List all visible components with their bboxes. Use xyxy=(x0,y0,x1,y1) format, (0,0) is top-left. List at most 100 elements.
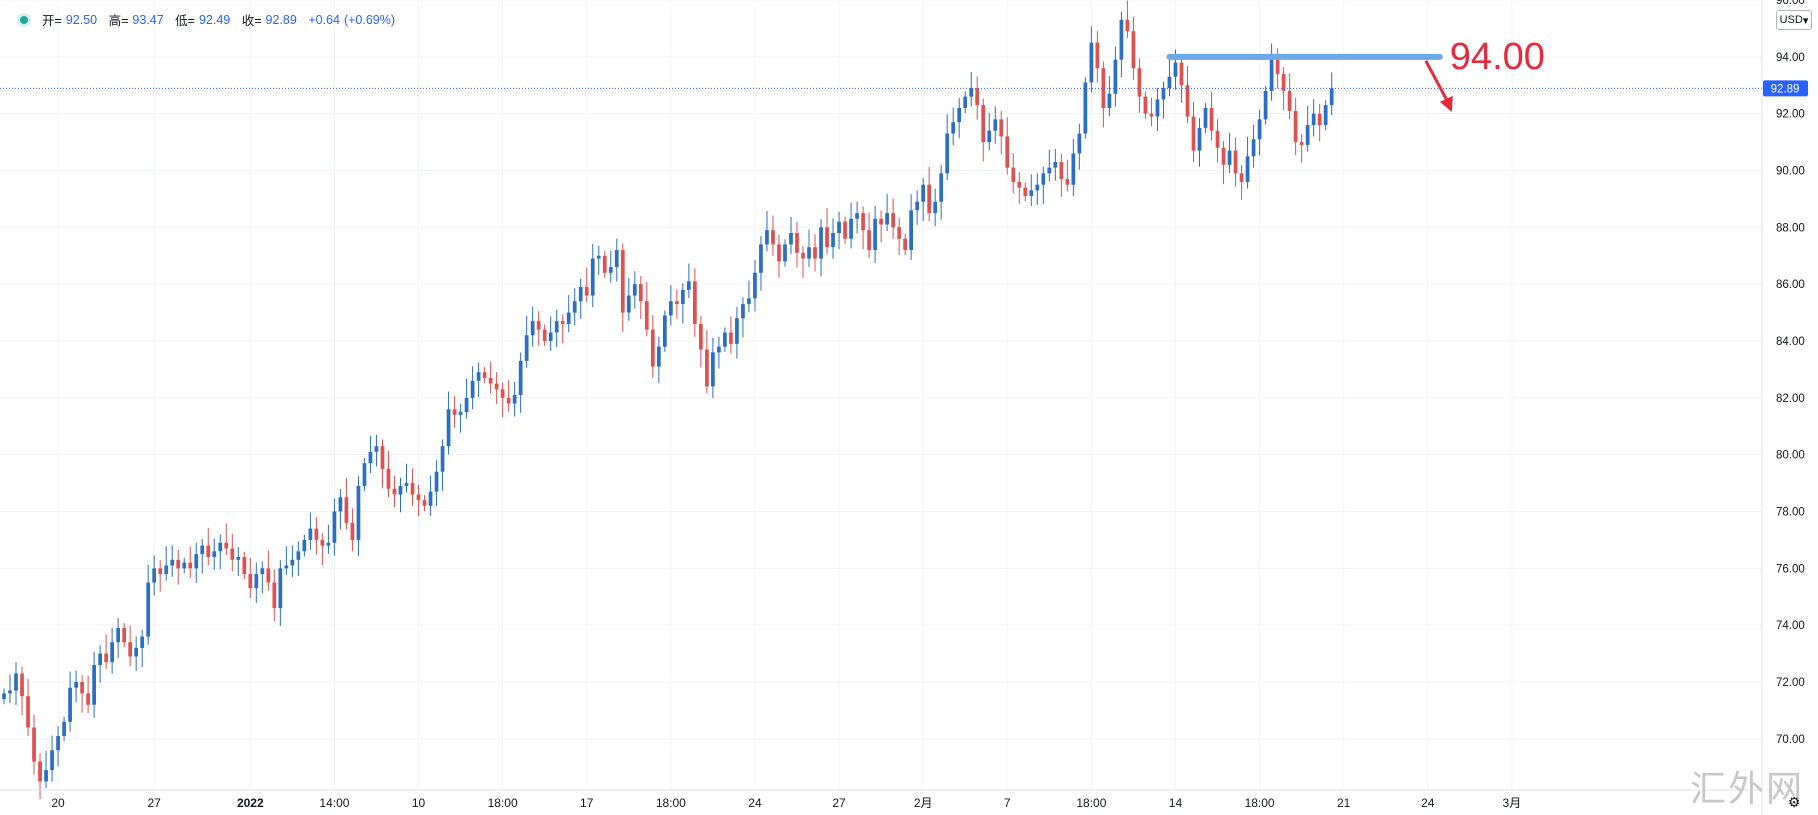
candle-body xyxy=(987,130,992,143)
candle-body xyxy=(1323,105,1328,126)
candle-body xyxy=(819,227,823,259)
y-tick-label: 94.00 xyxy=(1776,52,1805,64)
x-tick-label: 7 xyxy=(1004,796,1011,810)
candle-body xyxy=(26,696,30,728)
candle-body xyxy=(1161,88,1166,100)
y-tick-label: 92.00 xyxy=(1776,109,1805,121)
candle-body xyxy=(140,636,145,648)
candle-body xyxy=(224,542,229,549)
candle-body xyxy=(524,335,529,361)
candle-body xyxy=(1227,150,1232,165)
candle-body xyxy=(542,329,547,342)
candle-body xyxy=(128,642,133,657)
candle-body xyxy=(1149,113,1154,117)
current-price-badge xyxy=(1763,80,1808,97)
candle-body xyxy=(572,301,577,313)
candle-body xyxy=(825,227,829,248)
candle-body xyxy=(416,494,421,501)
candle-body xyxy=(254,574,259,589)
candle-body xyxy=(951,122,956,134)
gear-icon[interactable]: ⚙ xyxy=(1787,794,1801,810)
candle-body xyxy=(536,321,541,330)
x-tick-label: 17 xyxy=(580,796,594,810)
candle-body xyxy=(771,230,775,245)
y-tick-label: 96.00 xyxy=(1776,0,1805,7)
candle-body xyxy=(939,173,944,202)
candle-body xyxy=(452,409,457,415)
x-tick-label: 2月 xyxy=(914,796,933,810)
candle-body xyxy=(260,568,265,575)
candle-body xyxy=(1215,130,1220,148)
candle-body xyxy=(723,332,727,347)
candle-body xyxy=(1317,113,1322,126)
candle-body xyxy=(861,213,865,231)
candle-body xyxy=(314,528,319,540)
candle-body xyxy=(86,693,90,705)
candle-body xyxy=(500,389,505,398)
x-tick-label: 18:00 xyxy=(1245,796,1275,810)
candle-body xyxy=(284,565,289,569)
x-tick-label: 21 xyxy=(1337,796,1351,810)
x-tick-label: 24 xyxy=(1421,796,1435,810)
candle-body xyxy=(1011,167,1016,182)
high-label: 高= xyxy=(108,14,129,28)
candle-body xyxy=(735,318,739,344)
candle-body xyxy=(1155,99,1160,117)
candle-body xyxy=(32,727,36,762)
candle-body xyxy=(458,412,463,415)
currency-label: USD xyxy=(1779,14,1803,26)
candle-body xyxy=(230,548,235,560)
candle-body xyxy=(506,397,511,404)
candle-body xyxy=(1203,107,1208,128)
candle-body xyxy=(795,233,799,253)
candle-body xyxy=(1131,31,1136,69)
candle-body xyxy=(656,346,661,367)
candle-body xyxy=(999,119,1004,137)
candle-body xyxy=(578,287,583,302)
candle-body xyxy=(290,559,295,566)
candle-body xyxy=(482,372,487,378)
x-tick-label: 18:00 xyxy=(1076,796,1106,810)
x-tick-label: 18:00 xyxy=(488,796,518,810)
candle-body xyxy=(801,252,805,259)
candle-body xyxy=(374,446,379,452)
open-label: 开= xyxy=(42,14,62,28)
candle-body xyxy=(530,321,535,336)
currency-selector[interactable]: USD ▾ xyxy=(1776,10,1812,30)
x-tick-label: 27 xyxy=(832,796,846,810)
high-value: 93.47 xyxy=(132,12,164,27)
candle-body xyxy=(338,497,343,512)
candle-body xyxy=(1083,82,1088,134)
candle-body xyxy=(963,96,968,108)
candle-body xyxy=(566,312,571,324)
candle-body xyxy=(1287,90,1292,111)
change-percent: (+0.69%) xyxy=(343,12,396,27)
candle-body xyxy=(248,574,253,589)
candle-body xyxy=(488,377,493,384)
x-tick-label: 27 xyxy=(148,796,162,810)
candle-body xyxy=(945,133,950,174)
y-tick-label: 74.00 xyxy=(1776,620,1805,632)
candle-body xyxy=(1047,167,1052,174)
candle-body xyxy=(1125,19,1130,32)
candle-body xyxy=(1137,68,1142,97)
x-tick-label: 2022 xyxy=(237,796,264,810)
candle-body xyxy=(398,485,403,495)
candle-body xyxy=(1245,156,1250,182)
candle-body xyxy=(476,372,481,381)
low-value: 92.49 xyxy=(198,12,231,27)
candle-body xyxy=(464,397,469,413)
candle-body xyxy=(608,267,613,273)
candle-body xyxy=(278,568,283,609)
candle-body xyxy=(206,545,211,557)
candle-body xyxy=(272,582,277,609)
candle-body xyxy=(807,247,811,259)
candle-body xyxy=(969,88,974,97)
candle-body xyxy=(1041,173,1046,185)
candle-body xyxy=(302,539,307,552)
candle-body xyxy=(590,258,595,296)
candle-body xyxy=(981,105,986,143)
candle-body xyxy=(596,255,601,259)
candles xyxy=(2,0,1334,800)
